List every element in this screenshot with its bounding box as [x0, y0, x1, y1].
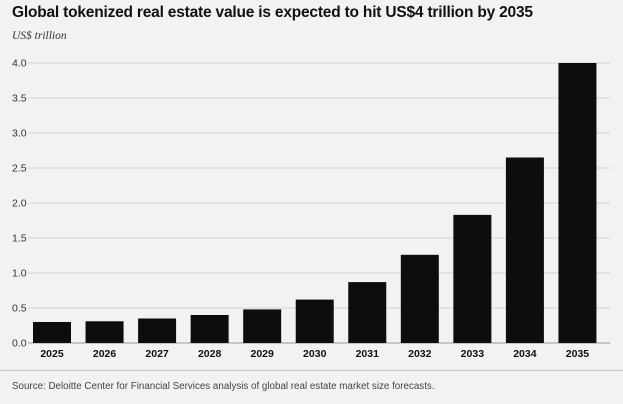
bar-2027	[138, 318, 177, 343]
bar-2033	[453, 214, 492, 343]
y-tick-label: 0.5	[12, 303, 27, 315]
y-tick-label: 2.0	[12, 198, 27, 210]
x-tick-label: 2025	[40, 348, 64, 360]
bar-2034	[505, 157, 544, 343]
bar-2028	[190, 315, 229, 343]
y-tick-label: 3.0	[12, 128, 27, 140]
x-tick-label: 2026	[93, 348, 117, 360]
bar-2029	[243, 309, 282, 343]
x-tick-label: 2034	[513, 348, 537, 360]
bar-2032	[400, 254, 439, 343]
x-tick-label: 2030	[303, 348, 327, 360]
bar-2031	[348, 282, 387, 343]
x-tick-label: 2035	[566, 348, 590, 360]
bar-chart: 0.0 0.5 1.0 1.5 2.0 2.5 3.0 3.5 4.0 2025 2026 2027 2…	[12, 58, 610, 360]
y-axis-unit-label: US$ trillion	[12, 30, 67, 42]
source-note: Source: Deloitte Center for Financial Se…	[12, 381, 435, 392]
x-tick-label: 2029	[251, 348, 275, 360]
y-tick-label: 3.5	[12, 93, 27, 105]
bar-2026	[85, 321, 124, 343]
y-tick-label: 1.0	[12, 268, 27, 280]
bar-2030	[295, 299, 334, 343]
y-tick-label: 1.5	[12, 233, 27, 245]
x-tick-label: 2028	[198, 348, 222, 360]
chart-title: Global tokenized real estate value is ex…	[12, 4, 533, 21]
x-tick-label: 2031	[356, 348, 380, 360]
y-tick-label: 2.5	[12, 163, 27, 175]
y-tick-label: 0.0	[12, 338, 27, 350]
bar-2035	[558, 63, 597, 343]
divider	[0, 370, 623, 371]
bar-2025	[33, 322, 71, 343]
x-tick-label: 2032	[408, 348, 432, 360]
x-tick-label: 2027	[145, 348, 169, 360]
x-tick-label: 2033	[461, 348, 485, 360]
y-tick-label: 4.0	[12, 58, 27, 70]
